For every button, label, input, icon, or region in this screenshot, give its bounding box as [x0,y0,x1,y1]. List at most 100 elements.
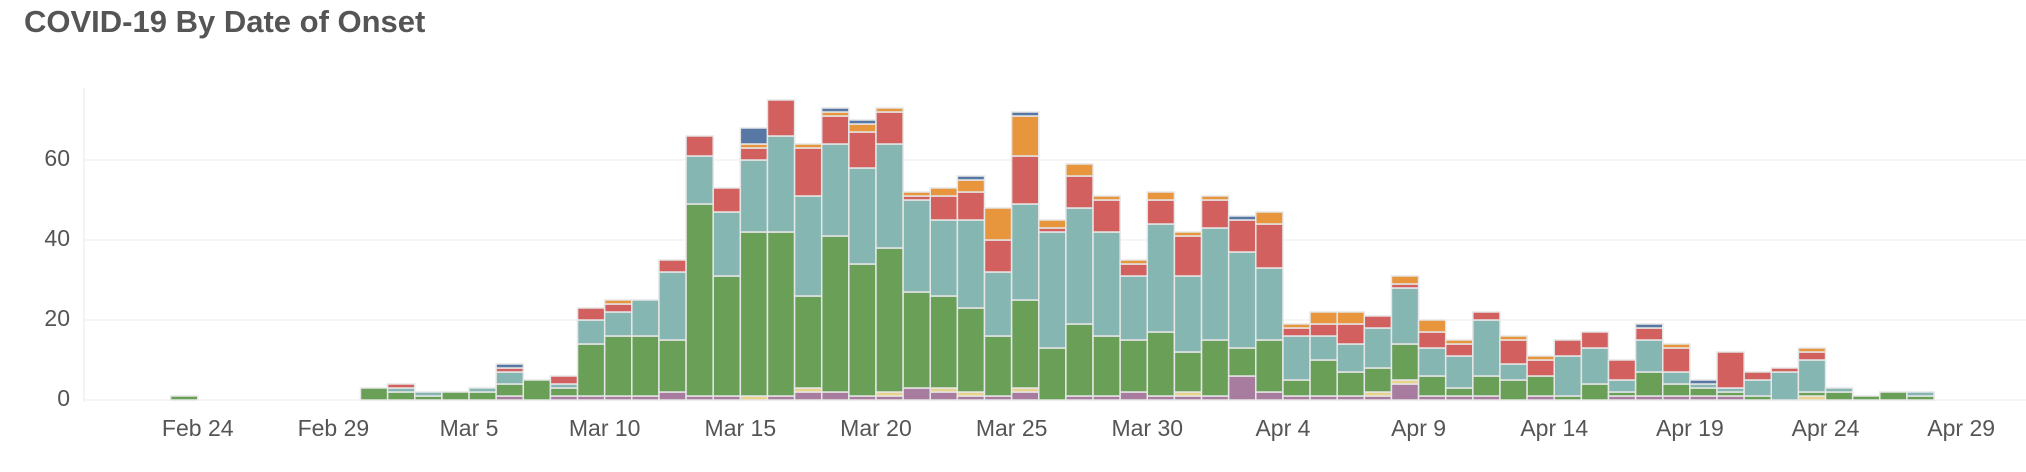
bar-segment [1282,379,1311,397]
bar-segment [495,363,525,369]
bar-segment [386,383,416,389]
bar-segment [1227,375,1257,401]
bar-segment [1119,339,1149,393]
bar-segment [1634,327,1664,341]
x-tick-label: Apr 4 [1255,415,1310,441]
bar-segment [359,387,389,401]
bar-segment [1255,339,1284,393]
bar-segment [1797,347,1827,353]
x-tick-label: Apr 14 [1520,415,1588,441]
bar-segment [1010,203,1040,301]
bar-segment [603,335,633,397]
bar-segment [658,339,687,393]
bar-segment [1363,327,1393,369]
bar-segment [1553,339,1583,357]
bar-segment [1444,343,1474,357]
bar-segment [1634,339,1664,373]
bar-segment [820,235,850,393]
bar-segment [1282,327,1311,337]
bar-segment [603,303,633,313]
bar-segment [793,391,823,401]
bar-segment [1038,219,1067,229]
bar-segment [1417,347,1447,377]
bar-segment [712,275,742,397]
bar-segment [1689,379,1718,385]
bar-segment [1255,267,1284,341]
bar-segment [875,111,904,145]
bar-segment [929,219,959,297]
bar-segment [1092,199,1121,233]
bar-segment [576,343,606,397]
bar-segment [1282,323,1311,329]
bar-segment [1200,195,1230,201]
bar-segment [712,211,742,277]
bar-segment [875,107,904,113]
bar-segment [1146,191,1176,201]
bar-segment [1662,371,1691,385]
bar-segment [793,195,823,297]
chart-title: COVID-19 By Date of Onset [24,4,425,39]
bar-segment [820,143,850,237]
bar-segment [1038,347,1067,401]
bar-segment [1634,371,1664,397]
bar-segment [1499,379,1528,401]
bar-segment [766,135,796,233]
bar-segment [1743,379,1773,397]
bar-segment [1689,387,1718,397]
bar-segment [1526,375,1555,397]
bar-segment [983,271,1013,337]
x-tick-label: Feb 29 [298,415,370,441]
bar-segment [1146,331,1176,397]
bar-segment [1472,375,1501,397]
y-tick-label: 0 [57,385,70,411]
x-tick-label: Mar 15 [705,415,777,441]
bar-segment [1146,223,1176,333]
bar-segment [1770,371,1800,401]
bar-segment [820,115,850,145]
bar-segment [658,271,687,341]
bar-segment [1065,207,1094,325]
bar-segment [983,239,1013,273]
bar-segment [1824,387,1854,393]
bar-segment [1173,231,1203,237]
bar-segment [1417,331,1447,349]
bar-segment [1879,391,1908,401]
bar-segment [495,383,525,397]
bar-segment [169,395,199,401]
bar-segment [468,391,497,401]
y-tick-label: 60 [44,145,70,171]
bar-segment [1417,375,1447,397]
bar-segment [1472,311,1501,321]
bar-segment [522,379,552,401]
bar-segment [956,307,986,393]
bar-segment [739,231,769,397]
bar-segment [1390,275,1420,285]
bar-segment [1336,371,1366,397]
bar-segment [1580,347,1610,385]
bar-segment [848,131,877,169]
bar-segment [956,179,986,193]
y-tick-label: 40 [44,225,70,251]
bar-segment [685,203,714,397]
bar-segment [1092,335,1121,397]
bar-segment [1038,231,1067,349]
x-tick-label: Apr 24 [1792,415,1860,441]
bar-segment [386,391,416,401]
bar-segment [848,123,877,133]
bar-segment [658,391,687,401]
bar-segment [1363,367,1393,393]
bar-segment [1580,331,1610,349]
bar-segment [576,319,606,345]
bar-segment [1363,315,1393,329]
bar-segment [766,99,796,137]
bar-segment [766,231,796,397]
bar-segment [1092,231,1121,337]
x-tick-label: Mar 5 [440,415,499,441]
bar-segment [1255,223,1284,269]
bar-segment [631,335,660,397]
bar-segment [1173,351,1203,393]
bar-segment [1255,211,1284,225]
bar-segment [549,375,579,385]
bar-segment [1336,323,1366,345]
